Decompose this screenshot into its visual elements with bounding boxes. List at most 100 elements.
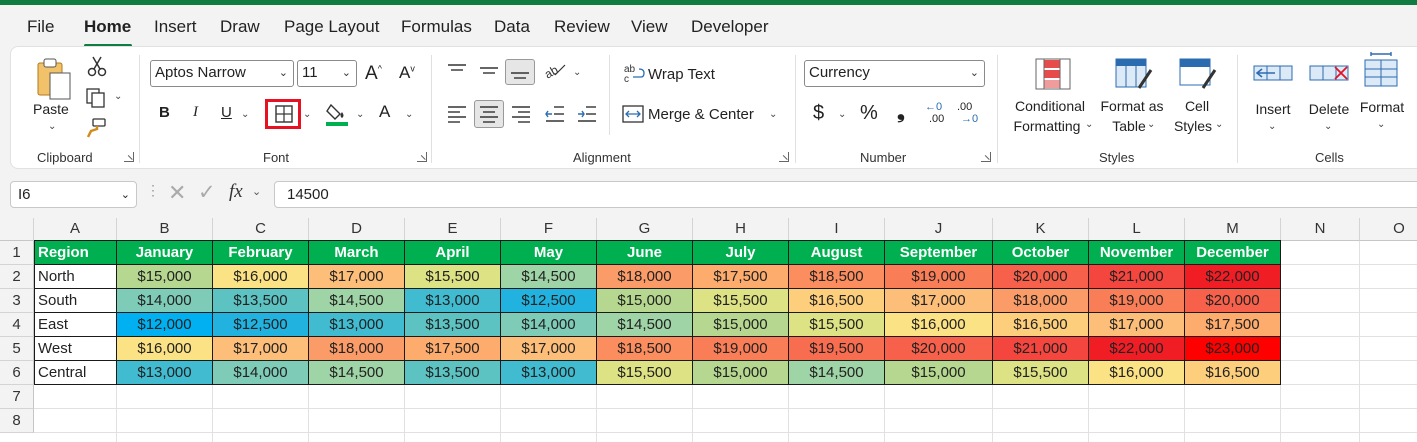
value-cell[interactable]: $21,000 bbox=[993, 337, 1089, 361]
fill-color-dropdown-icon[interactable]: ⌄ bbox=[356, 109, 365, 120]
chevron-down-icon[interactable]: ⌄ bbox=[341, 67, 351, 79]
value-cell[interactable]: $15,000 bbox=[885, 361, 993, 385]
orientation-icon[interactable]: ab bbox=[543, 61, 567, 81]
value-cell[interactable]: $15,500 bbox=[405, 265, 501, 289]
number-launcher-icon[interactable] bbox=[981, 152, 991, 162]
header-cell-march[interactable]: March bbox=[309, 240, 405, 265]
format-as-table-label-1[interactable]: Format as bbox=[1100, 98, 1164, 114]
align-center-button[interactable] bbox=[474, 100, 504, 128]
value-cell[interactable]: $14,500 bbox=[309, 361, 405, 385]
name-box[interactable]: I6 ⌄ bbox=[10, 181, 137, 208]
insert-function-button[interactable]: fx bbox=[229, 181, 243, 202]
delete-cells-icon[interactable] bbox=[1309, 58, 1349, 90]
select-all-corner[interactable] bbox=[0, 218, 34, 241]
accounting-dropdown-icon[interactable]: ⌄ bbox=[838, 109, 847, 120]
column-header-c[interactable]: C bbox=[213, 218, 309, 241]
value-cell[interactable]: $15,500 bbox=[693, 289, 789, 313]
column-header-k[interactable]: K bbox=[993, 218, 1089, 241]
value-cell[interactable]: $19,000 bbox=[885, 265, 993, 289]
tab-insert[interactable]: Insert bbox=[154, 17, 197, 36]
value-cell[interactable]: $15,000 bbox=[597, 289, 693, 313]
merge-center-icon[interactable] bbox=[622, 105, 644, 123]
chevron-down-icon[interactable]: ⌄ bbox=[120, 189, 130, 201]
formula-input[interactable]: 14500 bbox=[274, 181, 1417, 208]
value-cell[interactable]: $16,000 bbox=[117, 337, 213, 361]
fill-color-icon[interactable] bbox=[325, 101, 349, 127]
cancel-icon[interactable]: ✕ bbox=[168, 180, 187, 205]
chevron-down-icon[interactable]: ⌄ bbox=[278, 67, 288, 79]
align-left-icon[interactable] bbox=[447, 105, 467, 123]
format-cells-label[interactable]: Format bbox=[1359, 99, 1405, 115]
value-cell[interactable]: $13,000 bbox=[501, 361, 597, 385]
font-name-combo[interactable]: Aptos Narrow ⌄ bbox=[150, 60, 294, 87]
format-painter-icon[interactable] bbox=[85, 117, 107, 139]
accounting-format-button[interactable]: $ bbox=[813, 102, 825, 124]
increase-font-size-icon[interactable]: A^ bbox=[365, 63, 382, 84]
wrap-text-icon[interactable]: abc bbox=[623, 63, 645, 83]
tab-review[interactable]: Review bbox=[554, 17, 610, 36]
value-cell[interactable]: $15,000 bbox=[693, 313, 789, 337]
increase-indent-icon[interactable] bbox=[577, 105, 597, 123]
column-header-m[interactable]: M bbox=[1185, 218, 1281, 241]
format-as-table-icon[interactable] bbox=[1115, 58, 1153, 92]
value-cell[interactable]: $13,000 bbox=[405, 289, 501, 313]
region-cell[interactable]: North bbox=[34, 265, 117, 289]
cell-styles-icon[interactable] bbox=[1179, 58, 1217, 92]
header-cell-region[interactable]: Region bbox=[34, 240, 117, 265]
italic-button[interactable]: I bbox=[193, 104, 198, 120]
conditional-formatting-label-2[interactable]: Formatting bbox=[1013, 118, 1081, 134]
top-align-icon[interactable] bbox=[447, 63, 467, 79]
wrap-text-button[interactable]: Wrap Text bbox=[648, 66, 715, 83]
header-cell-september[interactable]: September bbox=[885, 240, 993, 265]
value-cell[interactable]: $16,500 bbox=[1185, 361, 1281, 385]
header-cell-april[interactable]: April bbox=[405, 240, 501, 265]
format-as-table-label-2[interactable]: Table bbox=[1112, 118, 1146, 134]
value-cell[interactable]: $15,000 bbox=[693, 361, 789, 385]
tab-page-layout[interactable]: Page Layout bbox=[284, 17, 380, 36]
tab-formulas[interactable]: Formulas bbox=[401, 17, 472, 36]
column-header-e[interactable]: E bbox=[405, 218, 501, 241]
comma-style-button[interactable]: ❟ bbox=[897, 101, 905, 123]
value-cell[interactable]: $17,500 bbox=[405, 337, 501, 361]
decrease-indent-icon[interactable] bbox=[545, 105, 565, 123]
borders-dropdown-icon[interactable]: ⌄ bbox=[303, 109, 312, 120]
value-cell[interactable]: $18,000 bbox=[597, 265, 693, 289]
header-cell-june[interactable]: June bbox=[597, 240, 693, 265]
cell-styles-label-2[interactable]: Styles bbox=[1173, 118, 1213, 134]
value-cell[interactable]: $15,500 bbox=[993, 361, 1089, 385]
row-header-6[interactable]: 6 bbox=[0, 361, 34, 385]
chevron-down-icon[interactable]: ⌄ bbox=[252, 186, 262, 198]
column-header-i[interactable]: I bbox=[789, 218, 885, 241]
borders-icon[interactable] bbox=[275, 105, 293, 123]
column-header-l[interactable]: L bbox=[1089, 218, 1185, 241]
font-size-combo[interactable]: 11 ⌄ bbox=[297, 60, 357, 87]
value-cell[interactable]: $18,500 bbox=[789, 265, 885, 289]
value-cell[interactable]: $16,000 bbox=[1089, 361, 1185, 385]
tab-home[interactable]: Home bbox=[84, 17, 132, 36]
copy-dropdown-icon[interactable]: ⌄ bbox=[114, 91, 123, 102]
increase-decimal-button[interactable]: ←0 .00 bbox=[925, 101, 953, 127]
region-cell[interactable]: Central bbox=[34, 361, 117, 385]
value-cell[interactable]: $12,500 bbox=[213, 313, 309, 337]
column-header-a[interactable]: A bbox=[34, 218, 117, 241]
decrease-decimal-button[interactable]: .00 →0 bbox=[957, 101, 985, 127]
paste-icon[interactable] bbox=[35, 57, 75, 101]
column-header-n[interactable]: N bbox=[1281, 218, 1360, 241]
insert-cells-label[interactable]: Insert bbox=[1255, 101, 1291, 117]
tab-data[interactable]: Data bbox=[494, 17, 530, 36]
row-header-5[interactable]: 5 bbox=[0, 337, 34, 361]
value-cell[interactable]: $21,000 bbox=[1089, 265, 1185, 289]
column-header-f[interactable]: F bbox=[501, 218, 597, 241]
row-header-2[interactable]: 2 bbox=[0, 265, 34, 289]
value-cell[interactable]: $13,000 bbox=[117, 361, 213, 385]
row-header-3[interactable]: 3 bbox=[0, 289, 34, 313]
paste-dropdown-icon[interactable]: ⌄ bbox=[48, 121, 57, 132]
align-center-icon[interactable] bbox=[479, 105, 499, 123]
clipboard-launcher-icon[interactable] bbox=[124, 152, 134, 162]
value-cell[interactable]: $14,000 bbox=[213, 361, 309, 385]
bottom-align-icon[interactable] bbox=[510, 64, 530, 80]
region-cell[interactable]: West bbox=[34, 337, 117, 361]
column-header-d[interactable]: D bbox=[309, 218, 405, 241]
value-cell[interactable]: $14,500 bbox=[597, 313, 693, 337]
